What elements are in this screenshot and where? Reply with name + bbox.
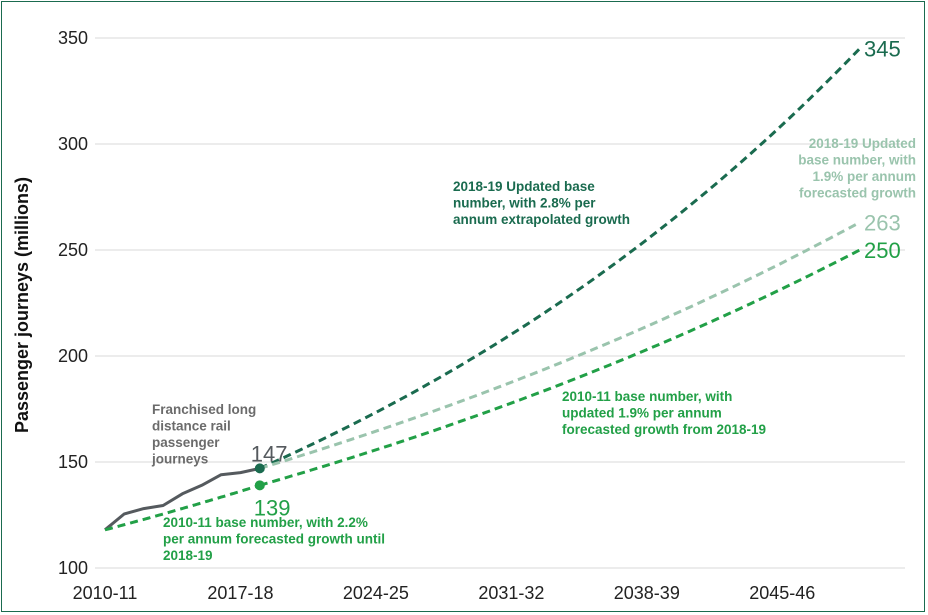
annotation-extrapolated-line-1: 2018-19 Updated base [453, 179, 595, 194]
x-tick-label-2010-11: 2010-11 [73, 583, 138, 603]
annotation-extrapolated: 2018-19 Updated base number, with 2.8% pe… [453, 179, 630, 227]
annotation-extrapolated-line-2: number, with 2.8% per [453, 196, 596, 211]
annotation-actual: Franchised long distance rail passenger jou… [151, 402, 256, 467]
marker-label-147: 147 [251, 441, 288, 466]
annotation-updated_forecast-line-4: forecasted growth [799, 186, 916, 201]
marker-139 [254, 480, 265, 491]
x-tick-label-2045-46: 2045-46 [749, 583, 815, 603]
series-line-original_post [259, 248, 861, 487]
annotation-updated_forecast: 2018-19 Updated base number, with 1.9% per… [798, 136, 916, 201]
end-label-250: 250 [864, 238, 901, 263]
annotation-original_post-line-1: 2010-11 base number, with [562, 389, 732, 404]
annotation-actual-line-1: Franchised long [152, 402, 256, 417]
y-tick-label-350: 350 [58, 28, 88, 48]
marker-label-139: 139 [254, 495, 291, 520]
gridlines [95, 37, 905, 569]
annotation-original_pre: 2010-11 base number, with 2.2% per annum … [163, 515, 385, 563]
y-axis-label: Passenger journeys (millions) [12, 177, 32, 433]
annotation-actual-line-3: passenger [152, 435, 220, 450]
end-label-345: 345 [864, 37, 901, 62]
y-axis-ticks: 100 150 200 250 300 350 [58, 28, 88, 578]
x-tick-label-2017-18: 2017-18 [207, 583, 273, 603]
x-tick-label-2031-32: 2031-32 [478, 583, 544, 603]
series-lines [104, 47, 861, 532]
annotation-original_pre-line-3: 2018-19 [163, 548, 213, 563]
y-tick-label-200: 200 [58, 346, 88, 366]
annotation-original_post: 2010-11 base number, with updated 1.9% pe… [562, 389, 766, 437]
annotation-original_post-line-2: updated 1.9% per annum [562, 406, 722, 421]
annotation-actual-line-4: journeys [151, 452, 208, 467]
annotation-updated_forecast-line-3: 1.9% per annum [812, 169, 916, 184]
series-markers [254, 463, 265, 491]
x-axis-ticks: 2010-11 2017-18 2024-25 2031-32 2038-39 2045-… [73, 583, 816, 603]
y-tick-label-100: 100 [58, 558, 88, 578]
y-tick-label-250: 250 [58, 240, 88, 260]
annotation-extrapolated-line-3: annum extrapolated growth [453, 212, 630, 227]
annotation-updated_forecast-line-2: base number, with [798, 153, 916, 168]
series-line-actual [104, 466, 261, 531]
annotation-updated_forecast-line-1: 2018-19 Updated [809, 136, 916, 151]
series-line-updated_forecast [259, 221, 861, 470]
annotation-original_post-line-3: forecasted growth from 2018-19 [562, 422, 766, 437]
series-line-extrapolated [259, 47, 861, 470]
chart-labels: 147 139 345 263 250 Franchised long distance r… [151, 37, 916, 563]
annotation-original_pre-line-1: 2010-11 base number, with 2.2% [163, 515, 368, 530]
series-line-original_pre [104, 483, 261, 532]
x-tick-label-2024-25: 2024-25 [343, 583, 409, 603]
y-tick-label-300: 300 [58, 134, 88, 154]
annotation-actual-line-2: distance rail [152, 419, 231, 434]
marker-147 [254, 463, 265, 474]
annotation-original_pre-line-2: per annum forecasted growth until [163, 532, 385, 547]
x-tick-label-2038-39: 2038-39 [614, 583, 680, 603]
y-tick-label-150: 150 [58, 452, 88, 472]
end-label-263: 263 [864, 210, 901, 235]
